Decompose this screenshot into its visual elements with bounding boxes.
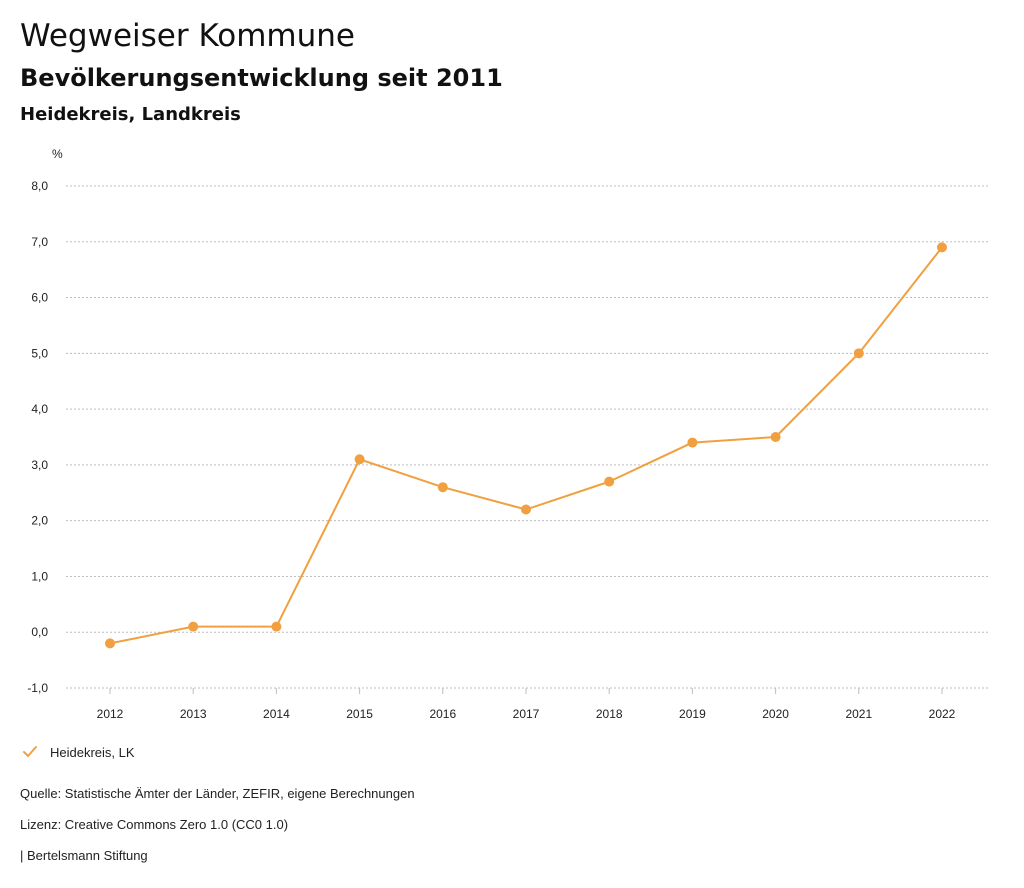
- data-point[interactable]: [937, 242, 947, 253]
- line-chart: % -1,00,01,02,03,04,05,06,07,08,0 2012 20…: [27, 147, 990, 721]
- y-tick-label: 5,0: [31, 346, 48, 360]
- check-icon: [23, 746, 37, 757]
- license-note: Lizenz: Creative Commons Zero 1.0 (CC0 1…: [20, 817, 289, 832]
- y-tick-label: 3,0: [31, 458, 48, 472]
- data-point[interactable]: [188, 621, 199, 632]
- x-axis-ticks: 2012 2013 2014 2015 2016 2017 2018 2019 2020 2021…: [97, 688, 956, 721]
- y-tick-label: 0,0: [31, 625, 48, 639]
- y-tick-label: 8,0: [31, 179, 48, 193]
- series-line: [109, 246, 943, 645]
- region-label: Heidekreis, Landkreis: [20, 104, 241, 125]
- data-point[interactable]: [271, 621, 282, 632]
- legend-item-label: Heidekreis, LK: [50, 744, 135, 760]
- y-tick-label: 2,0: [31, 514, 48, 528]
- gridlines: [66, 185, 990, 689]
- x-tick-label: 2013: [180, 707, 207, 721]
- y-axis-unit-label: %: [52, 147, 63, 161]
- series-layer: [105, 242, 947, 649]
- data-point[interactable]: [604, 476, 615, 487]
- data-point[interactable]: [853, 348, 864, 359]
- y-tick-label: 7,0: [31, 235, 48, 249]
- y-tick-label: 4,0: [31, 402, 48, 416]
- x-tick-label: 2017: [513, 707, 540, 721]
- x-tick-label: 2021: [845, 707, 872, 721]
- data-point[interactable]: [687, 437, 698, 448]
- x-tick-label: 2016: [429, 707, 456, 721]
- x-tick-label: 2020: [762, 707, 789, 721]
- data-point[interactable]: [437, 482, 448, 493]
- source-note: Quelle: Statistische Ämter der Länder, Z…: [20, 786, 415, 801]
- y-tick-label: 6,0: [31, 291, 48, 305]
- x-tick-label: 2018: [596, 707, 623, 721]
- x-tick-label: 2019: [679, 707, 706, 721]
- page-title: Wegweiser Kommune: [20, 18, 355, 54]
- y-tick-label: 1,0: [31, 569, 48, 583]
- x-tick-label: 2022: [929, 707, 956, 721]
- y-tick-label: -1,0: [27, 681, 48, 695]
- x-tick-label: 2014: [263, 707, 290, 721]
- x-tick-label: 2015: [346, 707, 373, 721]
- brand-note: | Bertelsmann Stiftung: [20, 848, 148, 863]
- chart-legend[interactable]: Heidekreis, LK: [22, 744, 135, 760]
- data-point[interactable]: [354, 454, 365, 465]
- data-point[interactable]: [105, 638, 115, 649]
- x-tick-label: 2012: [97, 707, 124, 721]
- chart-subtitle: Bevölkerungsentwicklung seit 2011: [20, 64, 503, 92]
- data-point[interactable]: [770, 432, 781, 442]
- y-axis-ticks: -1,0 0,0 1,0 2,0 3,0 4,0 5,0 6,0 7,0 8,0: [27, 179, 48, 695]
- data-point[interactable]: [521, 504, 531, 515]
